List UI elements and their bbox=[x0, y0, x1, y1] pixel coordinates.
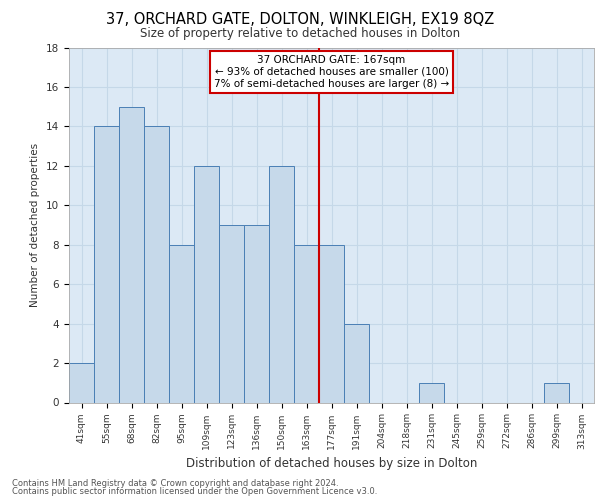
Bar bbox=[69, 363, 94, 403]
Text: 37 ORCHARD GATE: 167sqm
← 93% of detached houses are smaller (100)
7% of semi-de: 37 ORCHARD GATE: 167sqm ← 93% of detache… bbox=[214, 56, 449, 88]
Bar bbox=[419, 383, 444, 402]
Bar bbox=[269, 166, 294, 402]
Text: 37, ORCHARD GATE, DOLTON, WINKLEIGH, EX19 8QZ: 37, ORCHARD GATE, DOLTON, WINKLEIGH, EX1… bbox=[106, 12, 494, 28]
Bar bbox=[169, 244, 194, 402]
Y-axis label: Number of detached properties: Number of detached properties bbox=[31, 143, 40, 307]
X-axis label: Distribution of detached houses by size in Dolton: Distribution of detached houses by size … bbox=[186, 457, 477, 470]
Bar bbox=[544, 383, 569, 402]
Text: Contains HM Land Registry data © Crown copyright and database right 2024.: Contains HM Land Registry data © Crown c… bbox=[12, 478, 338, 488]
Bar bbox=[94, 126, 119, 402]
Bar bbox=[294, 244, 319, 402]
Bar bbox=[244, 225, 269, 402]
Text: Size of property relative to detached houses in Dolton: Size of property relative to detached ho… bbox=[140, 28, 460, 40]
Bar bbox=[144, 126, 169, 402]
Bar bbox=[344, 324, 369, 402]
Bar bbox=[219, 225, 244, 402]
Bar bbox=[194, 166, 219, 402]
Bar bbox=[119, 106, 144, 403]
Bar bbox=[319, 244, 344, 402]
Text: Contains public sector information licensed under the Open Government Licence v3: Contains public sector information licen… bbox=[12, 487, 377, 496]
